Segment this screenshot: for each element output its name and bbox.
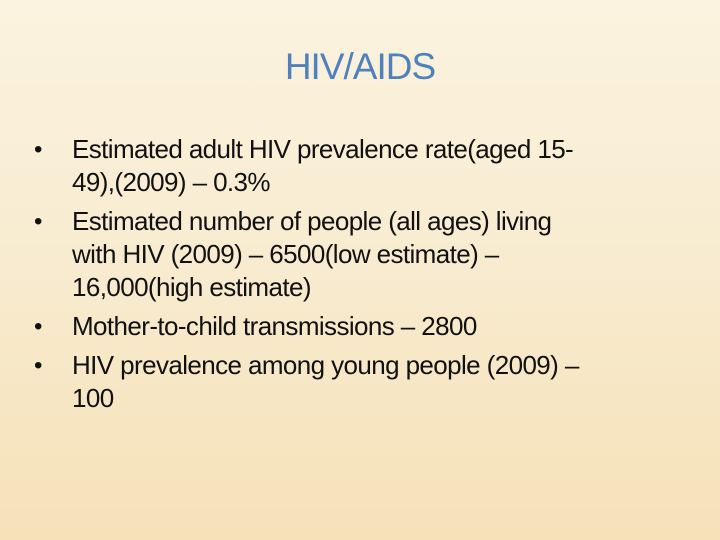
bullet-text-line: with HIV (2009) – 6500(low estimate) –	[72, 239, 499, 269]
bullet-text-line: 49),(2009) – 0.3%	[72, 167, 271, 197]
bullet-text-line: HIV prevalence among young people (2009)…	[72, 350, 579, 380]
bullet-text-line: 16,000(high estimate)	[72, 272, 311, 302]
bullet-dot-icon: •	[34, 352, 43, 379]
bullet-dot-icon: •	[34, 313, 43, 340]
bullet-text-line: Estimated number of people (all ages) li…	[72, 206, 552, 236]
bullet-item: • HIV prevalence among young people (200…	[34, 349, 579, 415]
bullet-text-line: Mother-to-child transmissions – 2800	[72, 311, 477, 341]
bullet-item: • Mother-to-child transmissions – 2800	[34, 310, 579, 343]
bullet-dot-icon: •	[34, 208, 43, 235]
bullet-text-line: 100	[72, 383, 114, 413]
bullet-item: • Estimated adult HIV prevalence rate(ag…	[34, 133, 579, 199]
bullet-item: • Estimated number of people (all ages) …	[34, 205, 579, 304]
slide-title: HIV/AIDS	[284, 46, 436, 87]
bullet-list: • Estimated adult HIV prevalence rate(ag…	[34, 133, 579, 421]
bullet-dot-icon: •	[34, 136, 43, 163]
bullet-text-line: Estimated adult HIV prevalence rate(aged…	[72, 134, 574, 164]
